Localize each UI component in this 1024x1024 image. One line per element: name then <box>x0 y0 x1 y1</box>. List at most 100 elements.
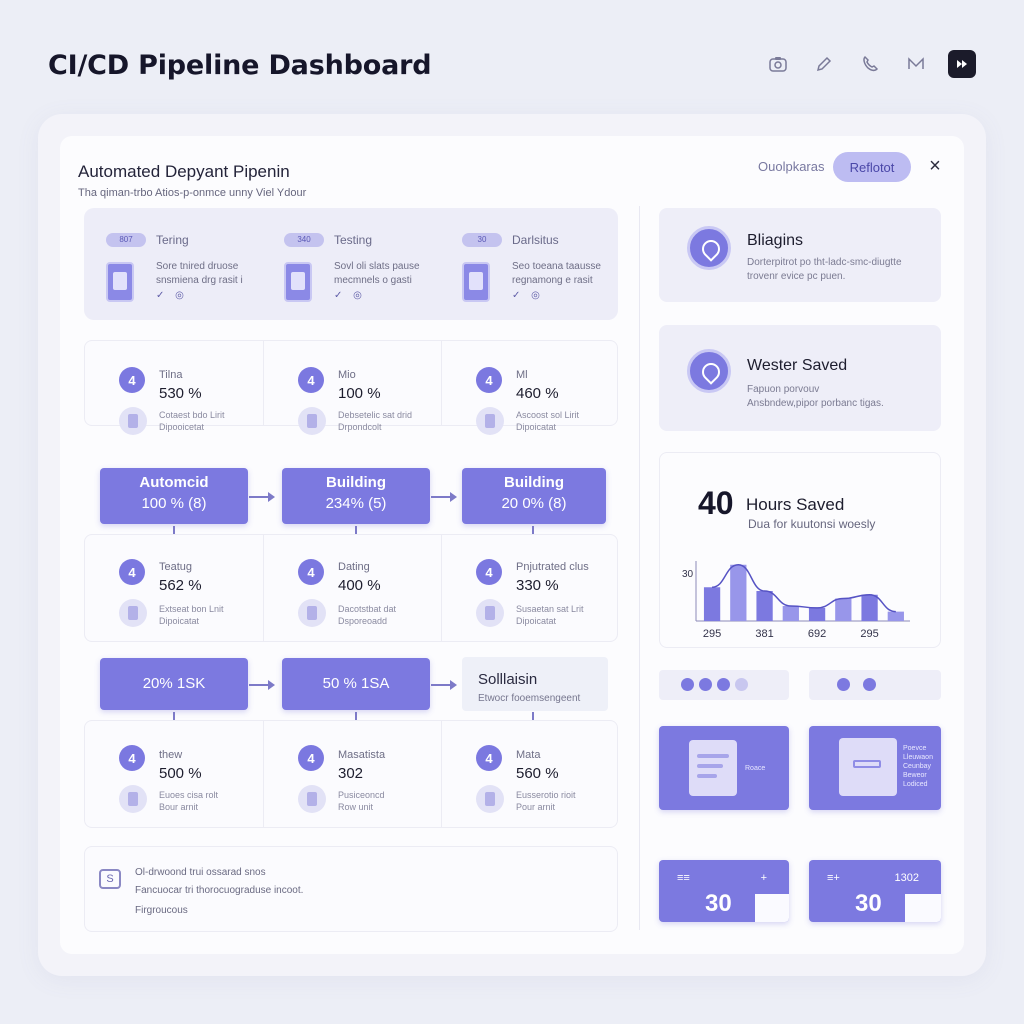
flow-step-progress-2[interactable]: 50 % 1SA <box>282 658 430 710</box>
flow-arrow <box>431 680 457 690</box>
file-icon <box>119 599 147 627</box>
flow-step-progress-1[interactable]: 20% 1SK <box>100 658 248 710</box>
flow-arrow <box>249 492 275 502</box>
step-badge: 4 <box>476 367 502 393</box>
phone-icon[interactable] <box>856 50 884 78</box>
metric-label: Teatug <box>159 561 193 573</box>
chart-x-tick: 381 <box>755 628 773 640</box>
flow-step-value: 100 % (8) <box>141 495 207 512</box>
docs-illustration-card[interactable]: Poevce Lleuwaon Ceunbay Beweor Lodiced <box>809 726 941 810</box>
metric-label: Masatista <box>338 749 386 761</box>
metric-cell[interactable]: 4 Ml 460 % Ascoost sol Lirit Dipoicatat <box>441 341 619 435</box>
metrics-row: 4 Teatug 562 % Extseat bon Lnit Dipoicata… <box>84 534 618 642</box>
stage-card[interactable]: 340 Testing Sovl oli slats pause mecmnels… <box>262 208 440 320</box>
metrics-row: 4 thew 500 % Euoes cisa rolt Bour arnit 4… <box>84 720 618 828</box>
quick-link[interactable]: Ouolpkaras <box>758 159 825 174</box>
pager-dot[interactable] <box>837 678 850 691</box>
metric-desc: Ascoost sol Lirit Dipoicatat <box>516 410 580 432</box>
pager-dot[interactable] <box>863 678 876 691</box>
stage-name: Testing <box>334 233 373 247</box>
stage-card[interactable]: 807 Tering Sore tnired druose snsmiena dr… <box>84 208 262 320</box>
pager-dot[interactable] <box>699 678 712 691</box>
metric-cell[interactable]: 4 thew 500 % Euoes cisa rolt Bour arnit <box>85 721 263 827</box>
step-badge: 4 <box>119 745 145 771</box>
list-icon: ≡≡ <box>677 872 690 884</box>
file-icon <box>298 785 326 813</box>
metric-value: 560 % <box>516 765 559 782</box>
pager-dots[interactable] <box>659 670 789 700</box>
flow-step-title: Building <box>504 474 564 491</box>
flow-step-building-2[interactable]: Building 20 0% (8) <box>462 468 606 524</box>
hours-subtitle: Dua for kuutonsi woesly <box>748 517 876 531</box>
metric-value: 302 <box>338 765 364 782</box>
file-icon <box>476 407 504 435</box>
stage-card[interactable]: 30 Darlsitus Seo toeana taausse regnamong… <box>440 208 618 320</box>
metric-cell[interactable]: 4 Mio 100 % Debsetelic sat drid Drpondcol… <box>263 341 441 435</box>
metric-value: 530 % <box>159 385 202 402</box>
stat-card[interactable]: ≡≡ + 30 <box>659 860 789 922</box>
metric-label: Mata <box>516 749 541 761</box>
hours-label: Hours Saved <box>746 495 845 514</box>
stage-desc: Seo toeana taausse regnamong e rasit <box>512 261 601 286</box>
close-icon[interactable]: × <box>929 155 941 177</box>
metric-label: Dating <box>338 561 370 573</box>
metric-label: Tilna <box>159 369 183 381</box>
step-badge: 4 <box>119 559 145 585</box>
hours-bar-chart: 30 295 381 692 295 <box>682 561 910 640</box>
section-title: Automated Depyant Pipenin <box>78 162 290 181</box>
metric-desc: Cotaest bdo Lirit Dipooicetat <box>159 410 225 432</box>
chart-bar <box>730 564 747 621</box>
chart-x-tick: 295 <box>860 628 878 640</box>
metric-cell[interactable]: 4 Teatug 562 % Extseat bon Lnit Dipoicata… <box>85 535 263 641</box>
metric-label: Ml <box>516 369 528 381</box>
location-pin-icon <box>687 226 731 270</box>
stage-tag: 340 <box>284 233 324 247</box>
camera-icon[interactable] <box>764 50 792 78</box>
reflow-button[interactable]: Reflotot <box>833 152 911 182</box>
stat-card[interactable]: ≡+ 1302 30 <box>809 860 941 922</box>
metric-cell[interactable]: 4 Tilna 530 % Cotaest bdo Lirit Dipooicet… <box>85 341 263 435</box>
step-badge: 4 <box>476 559 502 585</box>
chart-bar <box>835 598 852 621</box>
note-box: S Ol-drwoond trui ossarad snos Fancuocar… <box>84 846 618 932</box>
metric-cell[interactable]: 4 Pnjutrated clus 330 % Susaetan sat Lri… <box>441 535 619 641</box>
stat-value: 30 <box>855 890 882 917</box>
deploy-illustration-card[interactable]: Roace <box>659 726 789 810</box>
file-icon <box>298 599 326 627</box>
file-icon <box>119 785 147 813</box>
file-icon <box>298 407 326 435</box>
mail-icon[interactable] <box>902 50 930 78</box>
column-divider <box>639 206 640 930</box>
metric-cell[interactable]: 4 Masatista 302 Pusiceoncd Row unit <box>263 721 441 827</box>
chart-bar <box>703 587 721 621</box>
flow-step-title: Solllaisin <box>478 671 538 688</box>
note-line: Fancuocar tri thorocuograduse incoot. <box>135 885 304 896</box>
file-icon <box>119 407 147 435</box>
stage-status-icons: ✓ ◎ <box>512 290 544 301</box>
flow-step-building[interactable]: Building 234% (5) <box>282 468 430 524</box>
info-card-saved[interactable]: Wester Saved Fapuon porvouv Ansbndew,pipo… <box>659 325 941 431</box>
info-card-plugins[interactable]: Bliagins Dorterpitrot po tht-ladc-smc-di… <box>659 208 941 302</box>
metric-desc: Euoes cisa rolt Bour arnit <box>159 790 219 812</box>
flow-step-automated[interactable]: Automcid 100 % (8) <box>100 468 248 524</box>
metric-cell[interactable]: 4 Dating 400 % Dacotstbat dat Dsporeoadd <box>263 535 441 641</box>
flow-step-solution[interactable]: Solllaisin Etwocr fooemsengeent <box>462 657 608 711</box>
flow-arrow <box>431 492 457 502</box>
pencil-icon[interactable] <box>810 50 838 78</box>
note-line: Firgroucous <box>135 905 188 916</box>
stage-tag: 30 <box>462 233 502 247</box>
pager-dots[interactable] <box>809 670 941 700</box>
forward-icon[interactable] <box>948 50 976 78</box>
metric-value: 400 % <box>338 577 381 594</box>
note-line: Ol-drwoond trui ossarad snos <box>135 867 266 878</box>
pager-dot[interactable] <box>717 678 730 691</box>
step-badge: 4 <box>119 367 145 393</box>
step-badge: 4 <box>476 745 502 771</box>
metric-cell[interactable]: 4 Mata 560 % Eusserotio rioit Pour arnit <box>441 721 619 827</box>
pager-dot[interactable] <box>681 678 694 691</box>
stage-name: Tering <box>156 233 189 247</box>
illustration-label: Roace <box>745 765 766 772</box>
stage-tag: 807 <box>106 233 146 247</box>
stages-strip: 807 Tering Sore tnired druose snsmiena dr… <box>84 208 618 320</box>
pager-dot[interactable] <box>735 678 748 691</box>
